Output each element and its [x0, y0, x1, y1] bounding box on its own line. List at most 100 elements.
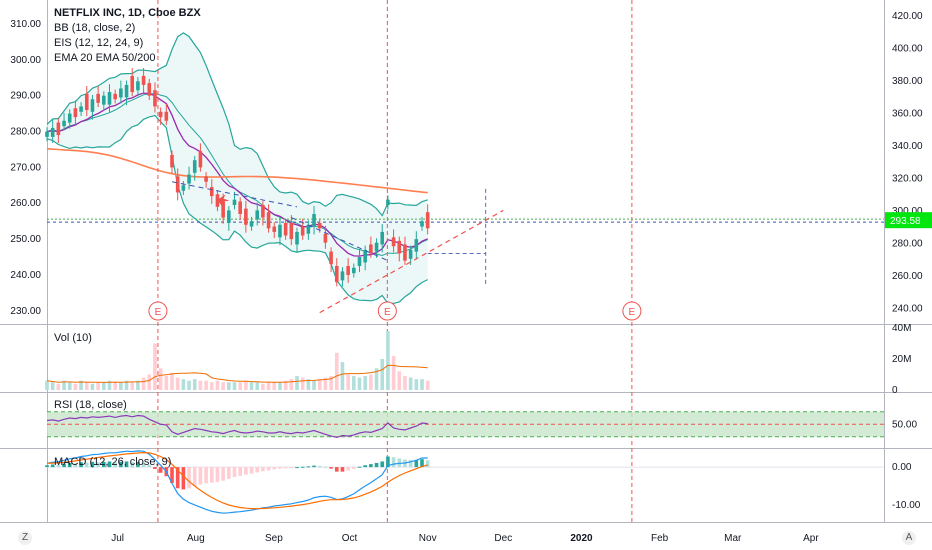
- x-tick-label: 2020: [570, 533, 593, 544]
- macd-histogram-bar: [312, 465, 316, 468]
- volume-bar: [181, 379, 186, 390]
- candle-body: [147, 83, 152, 96]
- auto-scale-button[interactable]: A: [902, 531, 916, 545]
- volume-bar: [221, 382, 225, 390]
- candle-body: [130, 75, 135, 93]
- macd-histogram-bar: [323, 466, 328, 468]
- candle-body: [244, 208, 248, 225]
- macd-histogram-bar: [261, 467, 265, 472]
- macd-histogram-bar: [408, 459, 413, 468]
- right-price-tick: 400.00: [892, 43, 923, 54]
- left-price-tick: 280.00: [10, 127, 41, 138]
- volume-bar: [96, 382, 100, 390]
- volume-bar: [62, 380, 66, 390]
- macd-histogram-bar: [204, 467, 208, 484]
- x-tick-label: Feb: [651, 533, 669, 544]
- volume-bar: [124, 380, 129, 390]
- last-price-badge: [885, 212, 932, 229]
- macd-histogram-bar: [96, 462, 100, 468]
- macd-histogram-bar: [113, 462, 117, 468]
- legend-rsi[interactable]: RSI (18, close): [54, 399, 127, 411]
- candle-body: [119, 88, 123, 98]
- volume-bar: [67, 382, 72, 390]
- candle-body: [96, 93, 100, 103]
- macd-legend: MACD (12, 26, close, 9): [54, 455, 171, 470]
- candle-body: [45, 131, 49, 137]
- candle-body: [232, 199, 237, 206]
- volume-bar: [261, 383, 265, 390]
- macd-histogram-bar: [45, 465, 49, 468]
- candle-body: [136, 81, 140, 91]
- left-price-tick: 240.00: [10, 270, 41, 281]
- macd-histogram-bar: [317, 465, 322, 468]
- macd-histogram-bar: [329, 467, 333, 469]
- x-tick-label: Sep: [265, 533, 283, 544]
- legend-ema[interactable]: EMA 20 EMA 50/200: [54, 52, 156, 64]
- candle-body: [227, 210, 231, 223]
- volume-bar: [272, 382, 277, 390]
- legend-eis[interactable]: EIS (12, 12, 24, 9): [54, 37, 144, 49]
- volume-bar: [153, 343, 157, 390]
- volume-tick: 0: [892, 385, 898, 396]
- candle-body: [113, 93, 117, 100]
- candle-body: [164, 111, 169, 121]
- candle-body: [56, 122, 61, 136]
- candle-body: [380, 231, 385, 245]
- candle-body: [408, 249, 413, 259]
- candle-body: [289, 222, 294, 240]
- macd-histogram-bar: [209, 467, 214, 483]
- macd-histogram-bar: [249, 467, 254, 474]
- right-price-tick: 420.00: [892, 11, 923, 22]
- volume-bar: [283, 380, 288, 390]
- macd-histogram-bar: [334, 467, 339, 472]
- volume-bar: [113, 382, 117, 390]
- volume-bar: [198, 380, 203, 390]
- volume-ma-line: [46, 364, 428, 383]
- legend-vol[interactable]: Vol (10): [54, 332, 92, 344]
- ema200-line: [46, 148, 428, 194]
- macd-histogram-bar: [130, 462, 135, 468]
- annotation-arrow: [217, 194, 230, 206]
- candle-body: [278, 224, 282, 238]
- macd-histogram-bar: [192, 467, 197, 486]
- macd-histogram-bar: [73, 463, 78, 468]
- candle-body: [403, 244, 407, 261]
- macd-histogram-bar: [84, 462, 89, 468]
- macd-tick: 0.00: [892, 462, 912, 473]
- volume-bar: [397, 371, 402, 390]
- legend-bb[interactable]: BB (18, close, 2): [54, 22, 136, 34]
- candle-body: [187, 174, 191, 184]
- macd-histogram-bar: [244, 467, 248, 475]
- legend-symbol[interactable]: NETFLIX INC, 1D, Cboe BZX: [54, 7, 201, 19]
- candle-body: [369, 244, 373, 254]
- volume-bar: [244, 380, 248, 390]
- volume-bar: [420, 379, 424, 390]
- candle-body: [386, 199, 390, 206]
- volume-bar: [204, 380, 208, 390]
- volume-bar: [249, 382, 254, 390]
- rsi-tick: 50.00: [892, 419, 917, 430]
- macd-histogram-bar: [363, 465, 367, 468]
- vol-legend: Vol (10): [54, 331, 92, 346]
- volume-bar: [119, 382, 123, 390]
- macd-tick: -10.00: [892, 500, 921, 511]
- macd-histogram-bar: [62, 463, 66, 468]
- candle-body: [283, 222, 288, 236]
- candle-body: [192, 160, 197, 173]
- rsi-legend: RSI (18, close): [54, 398, 127, 413]
- timezone-button[interactable]: Z: [18, 531, 32, 545]
- resistance-trendline: [171, 181, 298, 208]
- candle-body: [397, 240, 402, 254]
- right-price-tick: 280.00: [892, 238, 923, 249]
- macd-histogram-bar: [306, 466, 311, 468]
- x-tick-label: Mar: [724, 533, 742, 544]
- candle-body: [340, 271, 345, 281]
- volume-bar: [255, 382, 260, 390]
- macd-histogram-bar: [141, 462, 146, 468]
- legend-macd[interactable]: MACD (12, 26, close, 9): [54, 456, 172, 468]
- volume-bar: [403, 376, 407, 390]
- volume-bar: [340, 362, 345, 390]
- left-price-tick: 270.00: [10, 162, 41, 173]
- macd-histogram-bar: [102, 461, 106, 468]
